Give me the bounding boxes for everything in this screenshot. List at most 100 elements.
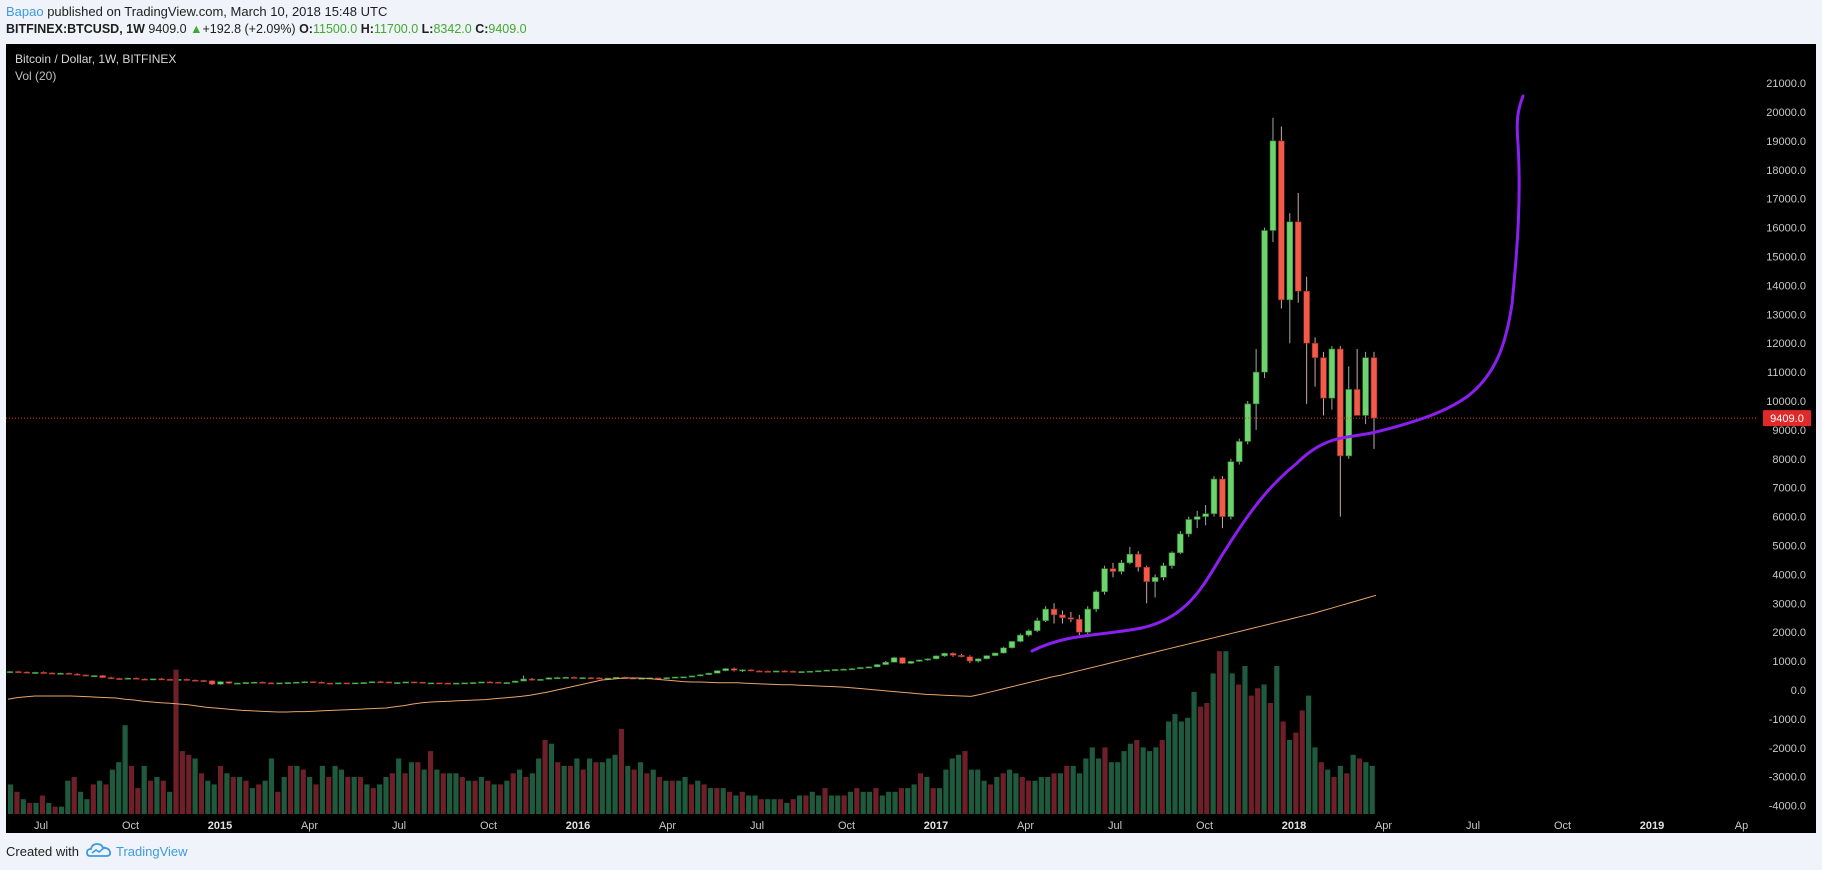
candle-body	[133, 677, 140, 680]
candle-body	[1353, 389, 1361, 416]
volume-bar	[936, 788, 943, 814]
volume-bar	[949, 758, 955, 814]
volume-bar	[841, 795, 847, 814]
candle-body	[1269, 140, 1277, 231]
volume-bar	[1286, 740, 1293, 814]
volume-bar	[58, 806, 65, 814]
candle-body	[772, 670, 780, 673]
created-with-label: Created with	[6, 844, 79, 859]
volume-bar	[688, 784, 694, 814]
candle-body	[865, 666, 873, 669]
candle-body	[191, 679, 199, 682]
volume-bar	[835, 795, 841, 814]
candle-body	[1109, 568, 1117, 572]
volume-bar	[370, 788, 376, 814]
candle-body	[663, 677, 670, 680]
volume-bar	[1070, 765, 1076, 814]
low-value: 8342.0	[433, 22, 472, 36]
candle-body	[1168, 552, 1176, 567]
x-tick-label: 2017	[924, 820, 948, 832]
open-value: 11500.0	[312, 22, 358, 36]
candle-body	[225, 681, 233, 684]
volume-bar	[1337, 765, 1343, 814]
volume-bar	[561, 765, 567, 814]
volume-bar	[497, 784, 504, 814]
ohlc-legend: BITFINEX:BTCUSD, 1W 9409.0 ▲+192.8 (+2.0…	[6, 22, 527, 36]
candle-body	[1059, 614, 1066, 619]
candle-body	[520, 678, 527, 682]
volume-bar	[504, 780, 510, 814]
candle-body	[15, 671, 22, 674]
candle-body	[351, 682, 359, 685]
volume-bar	[669, 780, 675, 814]
x-tick-label: Jul	[392, 820, 406, 832]
close-label: C:	[475, 22, 489, 36]
candle-body	[82, 674, 90, 677]
open-label: O:	[299, 22, 313, 36]
candle-body	[250, 681, 258, 684]
volume-bar	[720, 788, 726, 814]
volume-bar	[256, 784, 262, 814]
y-tick-label: 16000.0	[1766, 223, 1806, 235]
candle-body	[562, 676, 569, 679]
volume-bar	[905, 788, 911, 814]
volume-bar	[1236, 684, 1242, 814]
y-tick-label: 8000.0	[1772, 454, 1806, 466]
candle-body	[941, 652, 948, 657]
volume-bar	[644, 773, 650, 814]
volume-bar	[1096, 758, 1102, 814]
candle-body	[23, 671, 31, 674]
header-bar: Bapao published on TradingView.com, Marc…	[0, 0, 1822, 44]
candle-body	[747, 669, 755, 672]
volume-bar	[1248, 695, 1254, 814]
volume-bar	[383, 777, 389, 814]
candle-body	[1337, 348, 1344, 457]
volume-bar	[281, 777, 287, 814]
volume-bar	[1363, 762, 1369, 814]
volume-bar	[1089, 747, 1095, 814]
chart-title: Bitcoin / Dollar, 1W, BITFINEX	[15, 52, 177, 66]
candle-body	[419, 681, 426, 684]
volume-bar	[1178, 721, 1184, 814]
candle-body	[545, 677, 553, 680]
volume-bar	[116, 762, 122, 814]
volume-bar	[612, 754, 618, 814]
y-tick-label: -2000.0	[1769, 743, 1806, 755]
chart-area[interactable]: 21000.0 20000.0 19000.0 18000.0 17000.0 16000…	[6, 44, 1816, 833]
volume-bar	[943, 769, 949, 814]
volume-bar	[1267, 703, 1273, 814]
close-value: 9409.0	[488, 22, 527, 36]
volume-bar	[816, 795, 822, 814]
candle-body	[309, 681, 317, 684]
volume-bar	[1312, 747, 1318, 814]
tradingview-link[interactable]: TradingView	[116, 844, 188, 859]
volume-bar	[650, 769, 656, 814]
author-link[interactable]: Bapao	[6, 4, 44, 19]
candle-body	[907, 661, 915, 664]
x-tick-label: Oct	[1554, 820, 1571, 832]
volume-bar	[860, 791, 866, 814]
volume-bar	[427, 751, 434, 814]
price-chart[interactable]: 21000.0 20000.0 19000.0 18000.0 17000.0 16000…	[6, 44, 1816, 833]
volume-bar	[71, 777, 77, 814]
volume-bar	[109, 769, 115, 814]
volume-ma-line	[7, 594, 1377, 713]
volume-bar	[701, 784, 707, 814]
volume-bar	[657, 777, 663, 814]
volume-bar	[962, 751, 968, 814]
volume-bar	[892, 791, 898, 814]
volume-bar	[326, 777, 332, 814]
candle-body	[1084, 608, 1091, 633]
candle-body	[368, 681, 376, 684]
candle-body	[570, 676, 578, 679]
volume-bar	[606, 758, 612, 814]
volume-bar	[542, 740, 548, 814]
candle-body	[1126, 553, 1134, 564]
volume-bar	[447, 773, 453, 814]
tradingview-cloud-icon[interactable]	[86, 842, 112, 860]
candle-body	[1135, 553, 1142, 568]
candle-body	[318, 681, 325, 684]
candle-body	[714, 670, 721, 674]
candle-body	[966, 656, 974, 662]
candle-body	[1202, 513, 1209, 517]
